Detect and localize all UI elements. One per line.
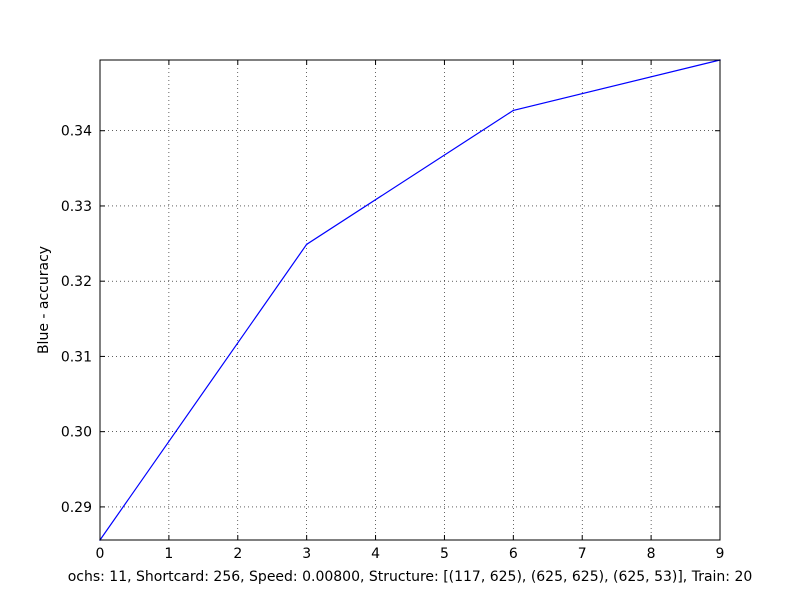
x-tick-label: 5	[440, 546, 449, 562]
x-tick-label: 7	[578, 546, 587, 562]
y-tick-label: 0.31	[61, 349, 92, 365]
y-tick-label: 0.32	[61, 274, 92, 290]
x-tick-label: 8	[647, 546, 656, 562]
plot-frame	[99, 59, 721, 541]
x-tick-label: 1	[164, 546, 173, 562]
ticks	[99, 60, 721, 540]
tick-labels: 0 1 2 3 4 5 6 7 8 9 0.29 0.30 0.31 0.32 0.33 0.34	[61, 124, 725, 562]
series-line-0	[99, 59, 721, 541]
x-axis-label: ochs: 11, Shortcard: 256, Speed: 0.00800…	[68, 569, 753, 585]
y-tick-label: 0.34	[61, 124, 92, 140]
data-point	[305, 243, 308, 246]
grid	[100, 60, 720, 540]
data-point	[512, 109, 515, 112]
x-tick-label: 2	[233, 546, 242, 562]
y-tick-label: 0.29	[61, 500, 92, 516]
x-tick-label: 9	[716, 546, 725, 562]
x-tick-label: 6	[509, 546, 518, 562]
x-tick-label: 0	[96, 546, 105, 562]
plot-area-background	[100, 60, 720, 540]
x-tick-label: 3	[302, 546, 311, 562]
y-tick-label: 0.33	[61, 199, 92, 215]
x-tick-label: 4	[371, 546, 380, 562]
y-axis-label: Blue - accuracy	[36, 246, 52, 354]
y-tick-label: 0.30	[61, 425, 92, 441]
